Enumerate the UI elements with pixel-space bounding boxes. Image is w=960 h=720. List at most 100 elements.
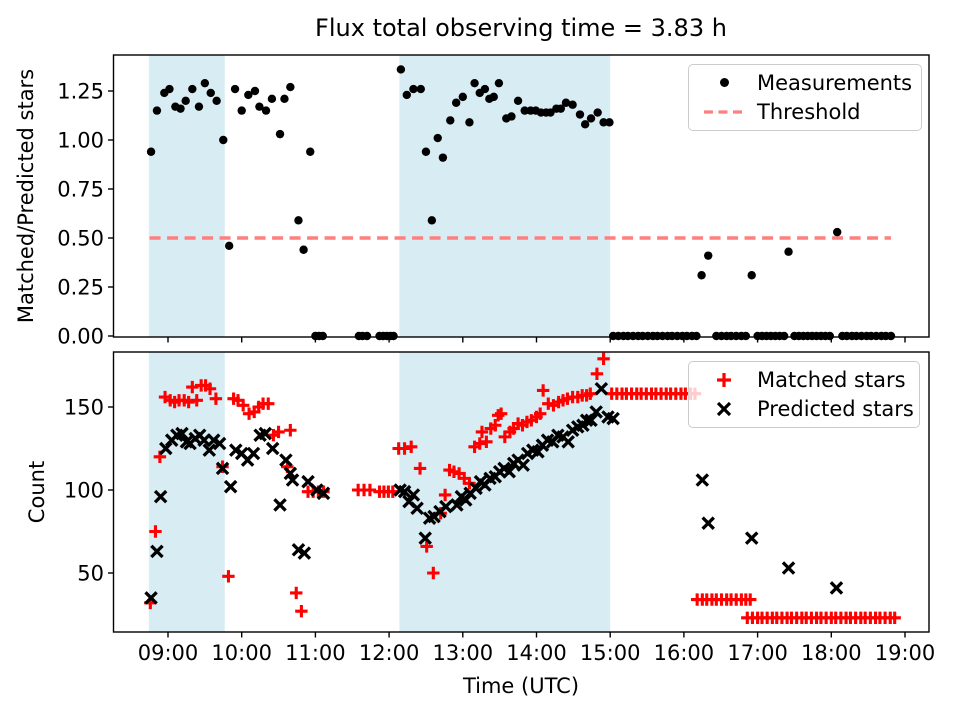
legend-label: Measurements bbox=[757, 70, 913, 95]
measurement-point bbox=[152, 106, 162, 115]
predicted-star-point bbox=[144, 591, 158, 605]
y-tick-label: 0.50 bbox=[57, 227, 104, 251]
measurement-point bbox=[244, 90, 253, 100]
measurement-point bbox=[362, 331, 372, 341]
predicted-star-point bbox=[418, 531, 432, 545]
predicted-star-point bbox=[450, 498, 464, 512]
predicted-star-point bbox=[829, 581, 844, 595]
predicted-star-point bbox=[406, 488, 421, 502]
predicted-star-point bbox=[561, 435, 575, 449]
measurement-point bbox=[433, 133, 442, 143]
measurement-point bbox=[318, 331, 327, 341]
measurement-point bbox=[306, 147, 315, 156]
measurement-point bbox=[520, 106, 529, 115]
y-tick-label: 0.25 bbox=[57, 276, 104, 300]
measurement-point bbox=[561, 98, 571, 107]
y-tick-label: 0.00 bbox=[57, 325, 104, 349]
measurement-point bbox=[267, 94, 277, 104]
measurement-point bbox=[280, 94, 289, 104]
measurement-point bbox=[886, 331, 896, 341]
predicted-star-point bbox=[606, 411, 620, 426]
measurement-point bbox=[697, 271, 706, 280]
measurement-point bbox=[458, 92, 467, 102]
shaded-region bbox=[399, 352, 611, 632]
measurement-point bbox=[741, 331, 751, 341]
matched-star-point bbox=[420, 540, 433, 553]
predicted-star-point bbox=[265, 441, 280, 456]
measurement-point bbox=[188, 84, 197, 94]
matched-star-point bbox=[427, 566, 440, 580]
matched-star-point bbox=[186, 380, 199, 394]
predicted-star-point bbox=[202, 443, 217, 457]
matched-star-point bbox=[290, 586, 303, 600]
measurement-point bbox=[165, 84, 174, 94]
legend-label: Predicted stars bbox=[757, 396, 914, 421]
matched-star-point bbox=[480, 435, 493, 449]
predicted-star-point bbox=[153, 489, 168, 504]
axis-spine bbox=[112, 351, 930, 633]
predicted-star-point bbox=[215, 461, 230, 476]
measurement-point bbox=[176, 104, 185, 113]
measurement-point bbox=[465, 118, 474, 127]
matched-star-point bbox=[494, 407, 508, 420]
measurement-point bbox=[219, 135, 228, 145]
top-y-axis-label: Matched/Predicted stars bbox=[14, 68, 38, 324]
measurement-point bbox=[704, 251, 713, 260]
x-tick-label: 11:00 bbox=[285, 641, 346, 665]
predicted-star-point bbox=[589, 405, 603, 419]
measurement-point bbox=[275, 129, 285, 139]
predicted-star-point bbox=[316, 486, 331, 501]
measurement-point bbox=[747, 271, 756, 280]
x-tick-label: 14:00 bbox=[506, 641, 567, 665]
matched-star-point bbox=[533, 407, 547, 420]
measurements-dot-icon bbox=[701, 78, 747, 87]
measurement-point bbox=[416, 84, 425, 94]
measurement-point bbox=[409, 84, 418, 94]
measurement-point bbox=[556, 104, 566, 113]
bottom-y-axis-label: Count bbox=[25, 460, 49, 524]
matched-star-point bbox=[236, 399, 250, 412]
legend-label: Matched stars bbox=[757, 367, 906, 392]
measurement-point bbox=[206, 88, 215, 98]
measurement-point bbox=[489, 92, 498, 102]
predicted-star-point bbox=[701, 516, 715, 530]
legend-item-threshold: Threshold bbox=[689, 97, 921, 126]
measurement-point bbox=[255, 102, 264, 111]
legend-item-measurements: Measurements bbox=[689, 68, 921, 97]
matched-star-point bbox=[405, 440, 418, 454]
matched-star-point bbox=[262, 397, 275, 410]
measurement-point bbox=[446, 116, 455, 125]
measurement-point bbox=[299, 245, 308, 254]
matched-star-point bbox=[597, 352, 610, 366]
measurement-point bbox=[181, 96, 190, 106]
measurement-point bbox=[494, 78, 504, 88]
x-tick-label: 19:00 bbox=[875, 641, 936, 665]
measurement-point bbox=[389, 331, 398, 341]
predicted-star-point bbox=[439, 499, 453, 514]
matched-star-point bbox=[463, 477, 476, 490]
legend-item-matched-stars: Matched stars bbox=[689, 365, 919, 394]
measurement-point bbox=[586, 114, 596, 123]
measurement-point bbox=[261, 106, 271, 115]
measurement-point bbox=[546, 108, 555, 117]
axis-spine bbox=[112, 54, 930, 338]
x-tick-label: 15:00 bbox=[580, 641, 641, 665]
matched-star-point bbox=[744, 593, 757, 606]
measurement-point bbox=[575, 110, 585, 119]
matched-star-point bbox=[590, 367, 604, 380]
chart-title: Flux total observing time = 3.83 h bbox=[315, 14, 727, 42]
matched-star-point bbox=[284, 424, 297, 437]
measurement-point bbox=[194, 102, 204, 111]
predicted-star-point bbox=[279, 453, 293, 467]
matched-star-point bbox=[190, 394, 203, 407]
y-tick-label: 150 bbox=[64, 396, 104, 420]
matched-star-point bbox=[182, 395, 195, 409]
legend-label: Threshold bbox=[757, 99, 861, 124]
x-tick-label: 10:00 bbox=[211, 641, 272, 665]
predicted-star-point bbox=[273, 498, 287, 512]
cross-marker-icon bbox=[701, 400, 747, 418]
predicted-star-point bbox=[516, 458, 531, 472]
measurement-point bbox=[692, 331, 701, 341]
y-tick-label: 0.75 bbox=[57, 178, 104, 202]
